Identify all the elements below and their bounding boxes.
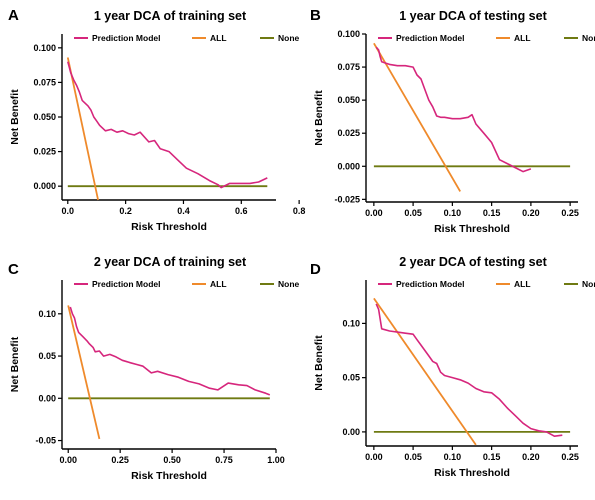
x-tick-label: 0.15 [483,452,501,462]
legend-label: ALL [514,33,531,43]
y-tick-label: 0.025 [33,147,56,157]
series-line-all [373,297,477,446]
x-tick-label: 0.05 [404,452,422,462]
panel-letter: D [310,261,321,278]
legend-label: ALL [210,279,227,289]
x-tick-label: 0.8 [293,206,306,216]
y-tick-label: 0.050 [33,112,56,122]
panel-letter: C [8,261,19,278]
chart-title: 1 year DCA of training set [94,9,247,23]
y-axis-label: Net Benefit [9,89,21,145]
y-tick-label: 0.025 [337,128,360,138]
x-axis-label: Risk Threshold [131,470,207,482]
x-tick-label: 0.05 [404,208,422,218]
y-tick-label: 0.100 [337,29,360,39]
series-line-prediction [375,46,532,173]
x-tick-label: 0.4 [177,206,190,216]
y-tick-label: 0.075 [33,77,56,87]
panel-letter: B [310,7,321,24]
series-line-all [66,57,99,201]
legend-label: ALL [210,33,227,43]
legend-label: None [582,33,595,43]
y-tick-label: -0.025 [334,194,360,204]
y-tick-label: 0.00 [38,393,56,403]
y-tick-label: 0.05 [342,373,360,383]
chart-title: 2 year DCA of training set [94,255,247,269]
series-line-prediction [375,303,563,438]
x-axis-label: Risk Threshold [434,223,510,235]
legend-label: Prediction Model [92,279,160,289]
legend-label: ALL [514,279,531,289]
panel-letter: A [8,7,19,24]
x-tick-label: 0.20 [522,208,540,218]
panel-d: D 2 year DCA of testing set 0.00 0.05 0.10 0.… [310,255,595,479]
y-tick-label: 0.05 [38,351,56,361]
x-tick-label: 0.10 [444,208,462,218]
x-tick-label: 0.00 [365,452,383,462]
series-line-prediction [69,306,271,396]
x-tick-label: 0.25 [561,452,579,462]
x-tick-label: 0.50 [163,455,181,465]
legend-label: Prediction Model [396,33,464,43]
legend-label: Prediction Model [92,33,160,43]
y-tick-label: 0.075 [337,62,360,72]
x-axis-label: Risk Threshold [434,467,510,479]
panel-a: A 1 year DCA of training set 0.0 0.2 0.4 0.6 0… [8,7,305,233]
x-tick-label: 0.75 [215,455,233,465]
y-axis-label: Net Benefit [313,90,325,146]
y-tick-label: 0.000 [33,181,56,191]
y-tick-label: 0.100 [33,43,56,53]
chart-title: 2 year DCA of testing set [399,255,547,269]
x-tick-label: 0.2 [119,206,132,216]
series-line-prediction [67,61,268,189]
panel-c: C 2 year DCA of training set 0.00 0.25 0.50 0… [8,255,300,482]
y-tick-label: 0.10 [38,309,56,319]
x-tick-label: 0.20 [522,452,540,462]
x-tick-label: 0.0 [62,206,75,216]
legend-label: Prediction Model [396,279,464,289]
y-tick-label: -0.05 [35,436,56,446]
series-line-all [373,42,461,192]
legend-label: None [582,279,595,289]
chart-title: 1 year DCA of testing set [399,9,547,23]
x-tick-label: 0.25 [111,455,129,465]
panel-b: B 1 year DCA of testing set 0.00 0.05 0.10 0.… [310,7,595,235]
legend-label: None [278,279,300,289]
series-line-all [67,305,101,440]
x-tick-label: 0.10 [444,452,462,462]
x-tick-label: 0.6 [235,206,248,216]
x-tick-label: 0.25 [561,208,579,218]
y-axis-label: Net Benefit [313,335,325,391]
y-tick-label: 0.050 [337,95,360,105]
x-tick-label: 0.00 [59,455,77,465]
y-tick-label: 0.00 [342,427,360,437]
legend-label: None [278,33,300,43]
y-axis-label: Net Benefit [9,336,21,392]
y-tick-label: 0.000 [337,161,360,171]
x-tick-label: 0.15 [483,208,501,218]
y-tick-label: 0.10 [342,318,360,328]
x-tick-label: 1.00 [267,455,285,465]
x-axis-label: Risk Threshold [131,221,207,233]
x-tick-label: 0.00 [365,208,383,218]
